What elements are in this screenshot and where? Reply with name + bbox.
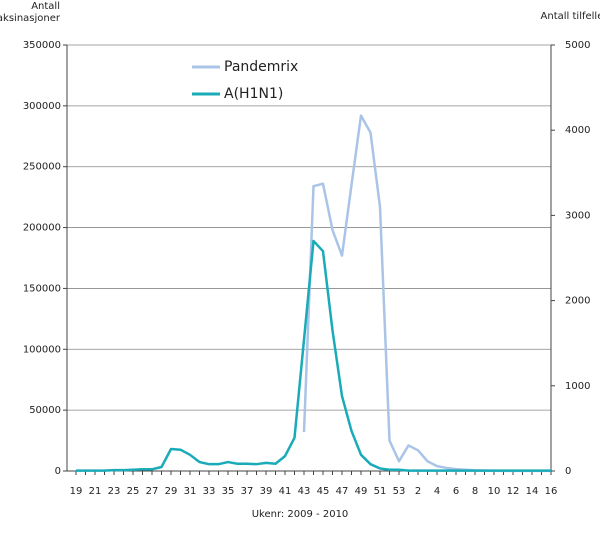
y2-tick-label: 1000: [565, 381, 590, 392]
x-tick-label: 14: [526, 486, 539, 497]
y2-axis-label: Antall tilfeller: [541, 11, 600, 22]
x-tick-label: 27: [146, 486, 159, 497]
y-tick-label: 300000: [23, 101, 61, 112]
x-tick-label: 6: [453, 486, 459, 497]
y-axis-label-line: vaksinasjoner: [0, 13, 61, 24]
y2-tick-label: 0: [565, 466, 571, 477]
x-tick-label: 45: [317, 486, 330, 497]
y-tick-label: 350000: [23, 40, 61, 51]
x-tick-label: 43: [298, 486, 311, 497]
x-tick-label: 51: [374, 486, 387, 497]
y-tick-label: 100000: [23, 344, 61, 355]
legend-label: A(H1N1): [224, 86, 283, 102]
x-tick-label: 31: [184, 486, 197, 497]
y-tick-label: 250000: [23, 162, 61, 173]
y-tick-label: 50000: [29, 405, 61, 416]
x-tick-label: 25: [127, 486, 140, 497]
y2-tick-label: 4000: [565, 125, 590, 136]
y2-tick-label: 2000: [565, 296, 590, 307]
y2-tick-label: 5000: [565, 40, 590, 51]
x-tick-label: 53: [393, 486, 406, 497]
x-tick-label: 39: [260, 486, 273, 497]
x-tick-label: 19: [70, 486, 83, 497]
series-line: [76, 239, 551, 472]
x-tick-label: 12: [507, 486, 520, 497]
y-axis-label: Antallvaksinasjoner: [0, 1, 61, 24]
y2-tick-label: 3000: [565, 210, 590, 221]
x-tick-label: 29: [165, 486, 178, 497]
x-tick-label: 35: [222, 486, 235, 497]
x-tick-label: 2: [415, 486, 421, 497]
x-tick-label: 49: [355, 486, 368, 497]
x-tick-label: 8: [472, 486, 478, 497]
y-axis-label-line: Antall: [31, 1, 60, 12]
x-tick-label: 21: [89, 486, 102, 497]
x-tick-label: 10: [488, 486, 501, 497]
x-axis-label: Ukenr: 2009 - 2010: [252, 509, 349, 520]
x-tick-label: 33: [203, 486, 216, 497]
x-tick-label: 23: [108, 486, 121, 497]
x-tick-label: 16: [545, 486, 558, 497]
x-tick-label: 37: [241, 486, 254, 497]
y-tick-label: 150000: [23, 283, 61, 294]
x-tick-label: 47: [336, 486, 349, 497]
x-tick-label: 41: [279, 486, 292, 497]
y-tick-label: 0: [55, 466, 61, 477]
x-tick-label: 4: [434, 486, 440, 497]
legend-label: Pandemrix: [224, 59, 298, 75]
series-line: [302, 114, 551, 473]
y-tick-label: 200000: [23, 223, 61, 234]
